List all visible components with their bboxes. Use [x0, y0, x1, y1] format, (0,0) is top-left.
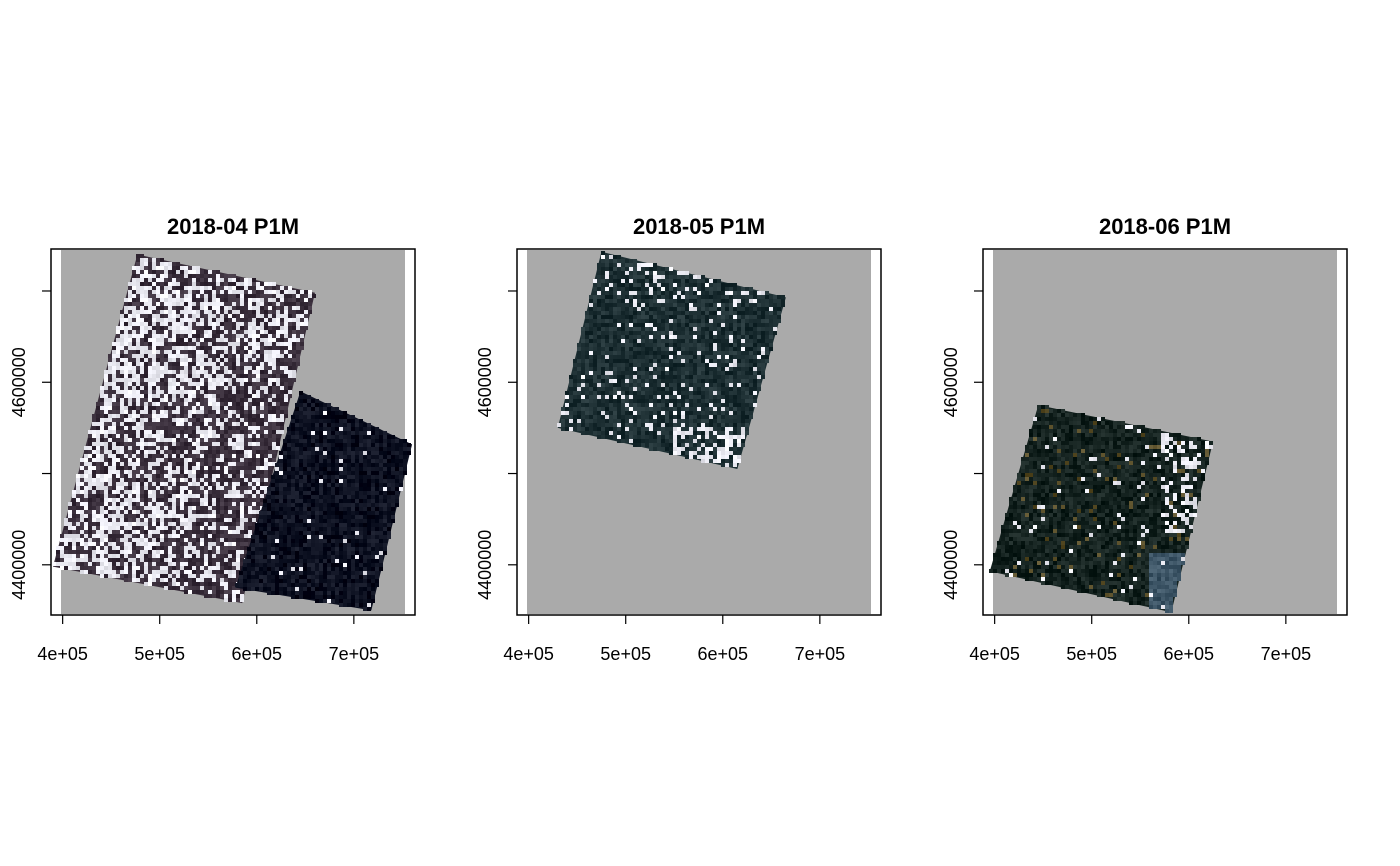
- y-tick-label: 4600000: [941, 347, 961, 417]
- raster-image: [989, 405, 1214, 613]
- y-tick-label: 4600000: [9, 347, 29, 417]
- panel-title: 2018-04 P1M: [167, 214, 299, 239]
- y-tick-label: 4400000: [475, 530, 495, 600]
- x-tick-label: 6e+05: [1164, 644, 1215, 664]
- x-axis: 4e+05 5e+05 6e+05 7e+05: [503, 615, 845, 664]
- x-tick-label: 7e+05: [795, 644, 846, 664]
- x-axis: 4e+05 5e+05 6e+05 7e+05: [969, 615, 1311, 664]
- raster-image: [557, 251, 786, 469]
- panel-title: 2018-06 P1M: [1099, 214, 1231, 239]
- y-axis: 4400000 4600000: [9, 290, 51, 600]
- x-tick-label: 7e+05: [1261, 644, 1312, 664]
- x-axis: 4e+05 5e+05 6e+05 7e+05: [37, 615, 379, 664]
- scene-footprint: [557, 251, 786, 469]
- x-tick-label: 4e+05: [37, 644, 88, 664]
- x-tick-label: 4e+05: [503, 644, 554, 664]
- raster-image: [52, 254, 413, 611]
- panel-3: 2018-06 P1M 4e+05 5e+05 6e+05 7e+05 4400000 46…: [941, 214, 1348, 664]
- panel-frame: [516, 248, 882, 616]
- scene-footprint: [235, 391, 413, 611]
- y-axis: 4400000 4600000: [941, 290, 983, 600]
- panel-2: 2018-05 P1M 4e+05 5e+05 6e+05 7e+05 4400000 46…: [475, 214, 882, 664]
- x-tick-label: 4e+05: [969, 644, 1020, 664]
- panel-frame: [50, 248, 416, 616]
- x-tick-label: 7e+05: [329, 644, 380, 664]
- x-tick-label: 5e+05: [134, 644, 185, 664]
- x-tick-label: 5e+05: [1066, 644, 1117, 664]
- x-tick-label: 6e+05: [698, 644, 749, 664]
- panels: 2018-04 P1M 4e+05 5e+05 6e+05 7e+05 4400000 46…: [9, 214, 1348, 664]
- y-tick-label: 4400000: [9, 530, 29, 600]
- y-tick-label: 4600000: [475, 347, 495, 417]
- scene-footprint: [989, 405, 1214, 613]
- panel-title: 2018-05 P1M: [633, 214, 765, 239]
- scene-footprint: [52, 254, 316, 604]
- y-axis: 4400000 4600000: [475, 290, 517, 600]
- x-tick-label: 6e+05: [232, 644, 283, 664]
- panel-frame: [982, 248, 1348, 616]
- y-tick-label: 4400000: [941, 530, 961, 600]
- x-tick-label: 5e+05: [600, 644, 651, 664]
- panel-1: 2018-04 P1M 4e+05 5e+05 6e+05 7e+05 4400000 46…: [9, 214, 416, 664]
